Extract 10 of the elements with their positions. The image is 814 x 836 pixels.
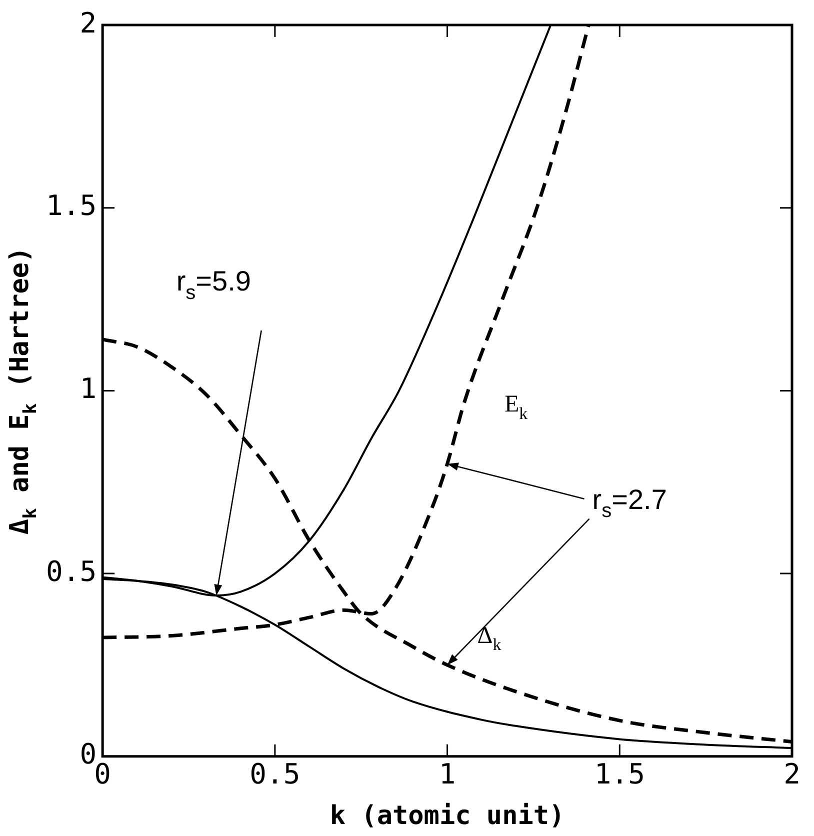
x-tick-label: 0.5 [250, 757, 300, 790]
y-tick-label: 0.5 [46, 554, 97, 588]
y-axis-title: Δk and Ek (Hartree) [5, 246, 41, 535]
x-tick-label: 2 [784, 757, 800, 790]
x-tick-label: 1 [438, 757, 456, 790]
x-tick-label: 1.5 [594, 757, 645, 790]
y-tick-label: 1 [80, 372, 97, 405]
x-axis-title: k (atomic unit) [330, 801, 565, 831]
y-tick-label: 2 [80, 6, 97, 40]
y-tick-label: 1.5 [46, 189, 97, 222]
